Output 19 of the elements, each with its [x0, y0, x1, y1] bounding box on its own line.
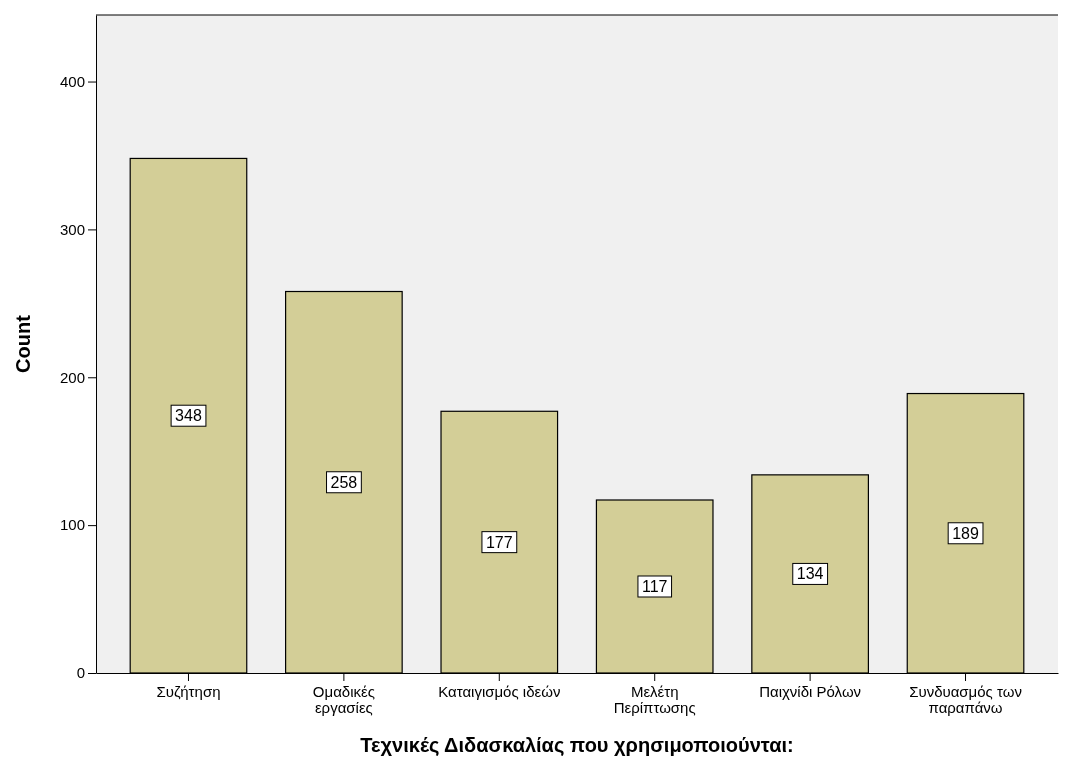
x-tick-label: Παιχνίδι Ρόλων [759, 683, 862, 700]
data-label: 189 [952, 524, 979, 542]
y-tick-label: 300 [59, 220, 85, 238]
x-axis-title: Τεχνικές Διδασκαλίας που χρησιμοποιούνται: [360, 734, 794, 756]
y-tick-label: 0 [76, 664, 85, 682]
data-label: 134 [796, 565, 824, 583]
data-label: 117 [641, 578, 668, 595]
x-tick-label: Συνδυασμός των παραπάνω [909, 683, 1022, 716]
data-label: 177 [485, 533, 513, 551]
y-tick-label: 100 [59, 516, 85, 534]
y-axis-title: Count [12, 314, 34, 373]
data-label: 348 [175, 407, 202, 425]
y-tick-label: 200 [59, 368, 85, 386]
x-tick-label: Ομαδικές εργασίες [312, 683, 375, 716]
y-tick-label: 400 [59, 72, 85, 90]
x-tick-label: Συζήτηση [156, 683, 221, 700]
data-label: 258 [330, 473, 358, 491]
x-tick-label: Μελέτη Περίπτωσης [613, 683, 696, 716]
x-tick-label: Καταιγισμός ιδεών [438, 683, 561, 700]
